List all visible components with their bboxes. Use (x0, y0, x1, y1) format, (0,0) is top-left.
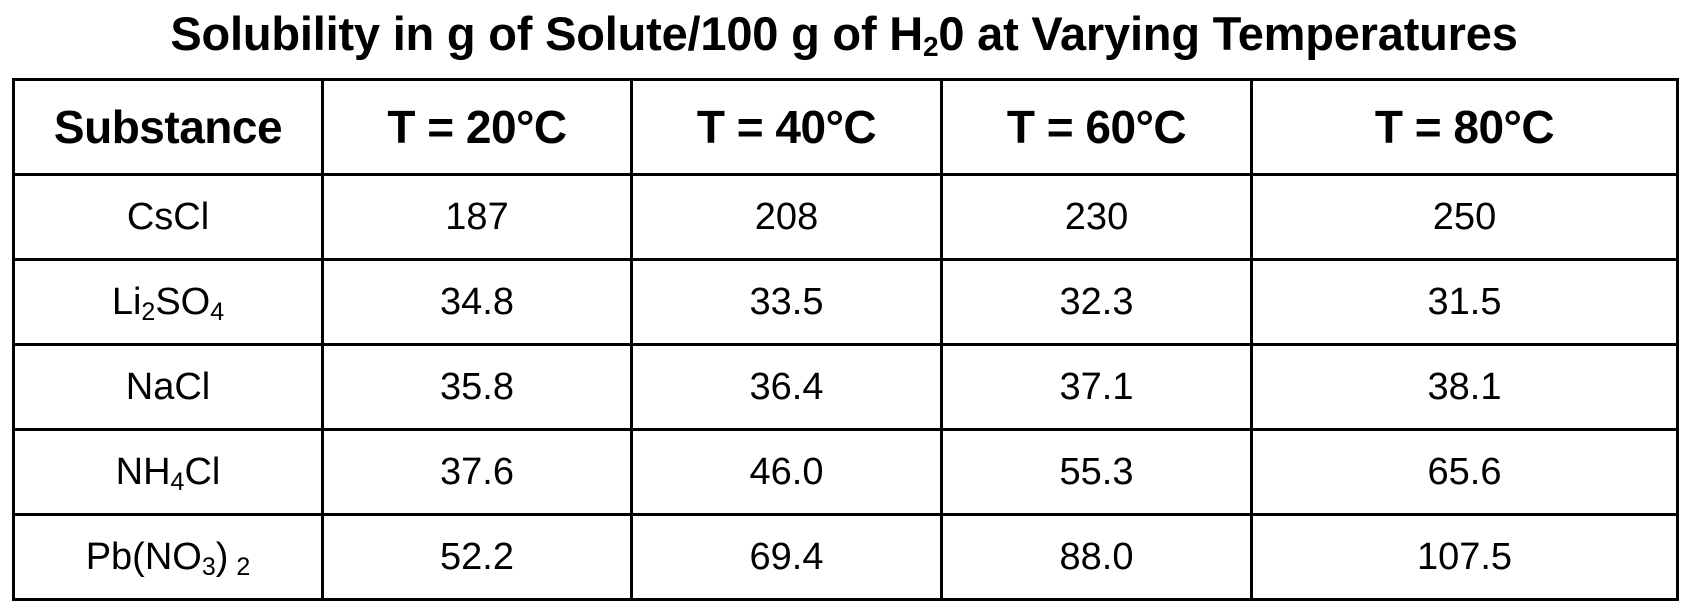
solubility-value-cell: 69.4 (630, 513, 943, 601)
title-text-start: Solubility in g of Solute/100 g of H (170, 7, 923, 60)
solubility-value-cell: 88.0 (940, 513, 1253, 601)
table-title: Solubility in g of Solute/100 g of H20 a… (0, 4, 1688, 64)
solubility-value-cell: 55.3 (940, 428, 1253, 516)
substance-cell: CsCl (12, 173, 324, 261)
table-row: Pb(NO3) 2 52.2 69.4 88.0 107.5 (12, 513, 1679, 601)
table-row: NaCl 35.8 36.4 37.1 38.1 (12, 343, 1679, 431)
table-row: NH4Cl 37.6 46.0 55.3 65.6 (12, 428, 1679, 516)
title-subscript: 2 (923, 31, 939, 62)
formula-text: SO (155, 280, 211, 323)
table-row: Li2SO4 34.8 33.5 32.3 31.5 (12, 258, 1679, 346)
formula-subscript: 4 (170, 467, 185, 496)
solubility-value-cell: 37.1 (940, 343, 1253, 431)
table-header: Substance T = 20°C T = 40°C T = 60°C T =… (12, 78, 1679, 176)
solubility-value-cell: 208 (630, 173, 943, 261)
substance-cell: Pb(NO3) 2 (12, 513, 324, 601)
solubility-value-cell: 36.4 (630, 343, 943, 431)
solubility-value-cell: 65.6 (1250, 428, 1679, 516)
solubility-value-cell: 37.6 (321, 428, 633, 516)
solubility-value-cell: 187 (321, 173, 633, 261)
header-t60: T = 60°C (940, 78, 1253, 176)
header-row: Substance T = 20°C T = 40°C T = 60°C T =… (12, 78, 1679, 176)
header-t40: T = 40°C (630, 78, 943, 176)
formula-subscript: 4 (210, 297, 225, 326)
formula-text: ) (215, 535, 229, 578)
table-row: CsCl 187 208 230 250 (12, 173, 1679, 261)
header-t80: T = 80°C (1250, 78, 1679, 176)
solubility-table: Substance T = 20°C T = 40°C T = 60°C T =… (12, 78, 1679, 601)
solubility-value-cell: 32.3 (940, 258, 1253, 346)
formula-subscript: 2 (141, 297, 156, 326)
solubility-value-cell: 52.2 (321, 513, 633, 601)
solubility-value-cell: 46.0 (630, 428, 943, 516)
solubility-value-cell: 107.5 (1250, 513, 1679, 601)
header-t20: T = 20°C (321, 78, 633, 176)
solubility-value-cell: 230 (940, 173, 1253, 261)
solubility-value-cell: 250 (1250, 173, 1679, 261)
solubility-value-cell: 33.5 (630, 258, 943, 346)
formula-text: Li (111, 280, 142, 323)
solubility-value-cell: 31.5 (1250, 258, 1679, 346)
substance-cell: Li2SO4 (12, 258, 324, 346)
solubility-value-cell: 38.1 (1250, 343, 1679, 431)
solubility-value-cell: 34.8 (321, 258, 633, 346)
header-substance: Substance (12, 78, 324, 176)
title-text-end: 0 at Varying Temperatures (938, 7, 1518, 60)
solubility-value-cell: 35.8 (321, 343, 633, 431)
formula-text: Pb(NO (85, 535, 202, 578)
substance-cell: NaCl (12, 343, 324, 431)
formula-text: NaCl (125, 365, 211, 408)
substance-cell: NH4Cl (12, 428, 324, 516)
formula-subscript: 3 (201, 552, 216, 581)
formula-subscript: 2 (236, 552, 251, 581)
formula-text: NH (115, 450, 171, 493)
formula-text: CsCl (126, 195, 210, 238)
table-body: CsCl 187 208 230 250 Li2SO4 34.8 33.5 32.3 31.5 Na… (12, 173, 1679, 601)
formula-text: Cl (184, 450, 221, 493)
